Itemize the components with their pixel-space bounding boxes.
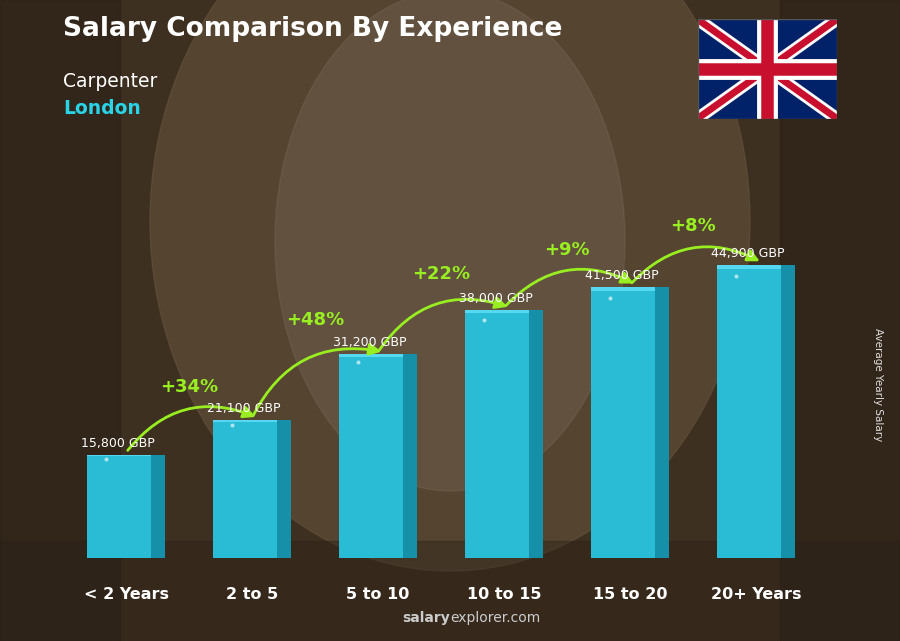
Bar [591, 287, 655, 558]
Bar [277, 420, 291, 558]
Bar [717, 265, 781, 558]
Text: 15,800 GBP: 15,800 GBP [81, 437, 155, 450]
Text: 5 to 10: 5 to 10 [346, 587, 410, 602]
Bar [339, 354, 403, 558]
Text: 15 to 20: 15 to 20 [593, 587, 667, 602]
Bar [717, 265, 781, 269]
Text: < 2 Years: < 2 Years [84, 587, 168, 602]
Bar [213, 420, 277, 422]
Text: 41,500 GBP: 41,500 GBP [585, 269, 659, 282]
Text: 10 to 15: 10 to 15 [467, 587, 541, 602]
Text: 44,900 GBP: 44,900 GBP [711, 247, 785, 260]
Bar [780, 0, 900, 641]
Text: Average Yearly Salary: Average Yearly Salary [873, 328, 884, 441]
Text: London: London [63, 99, 140, 119]
Bar [151, 454, 165, 558]
Text: Salary Comparison By Experience: Salary Comparison By Experience [63, 16, 562, 42]
Bar [465, 310, 529, 558]
Text: explorer.com: explorer.com [450, 611, 540, 625]
Bar [591, 287, 655, 291]
Text: 20+ Years: 20+ Years [711, 587, 801, 602]
Bar [0, 0, 120, 641]
Ellipse shape [150, 0, 750, 571]
Text: salary: salary [402, 611, 450, 625]
Text: 38,000 GBP: 38,000 GBP [459, 292, 533, 305]
Text: +8%: +8% [670, 217, 716, 235]
Bar [87, 454, 151, 558]
Text: +9%: +9% [544, 240, 590, 259]
Bar [403, 354, 417, 558]
Bar [339, 354, 403, 357]
Text: 2 to 5: 2 to 5 [226, 587, 278, 602]
Text: +34%: +34% [160, 378, 218, 395]
Bar [213, 420, 277, 558]
Text: 21,100 GBP: 21,100 GBP [207, 403, 281, 415]
Bar [529, 310, 543, 558]
Bar [465, 310, 529, 313]
Bar [87, 454, 151, 456]
Ellipse shape [275, 0, 625, 491]
Text: +48%: +48% [286, 310, 344, 328]
Bar [781, 265, 795, 558]
Bar [655, 287, 669, 558]
Text: 31,200 GBP: 31,200 GBP [333, 337, 407, 349]
Text: Carpenter: Carpenter [63, 72, 158, 91]
Bar [0, 541, 900, 641]
Text: +22%: +22% [412, 265, 470, 283]
